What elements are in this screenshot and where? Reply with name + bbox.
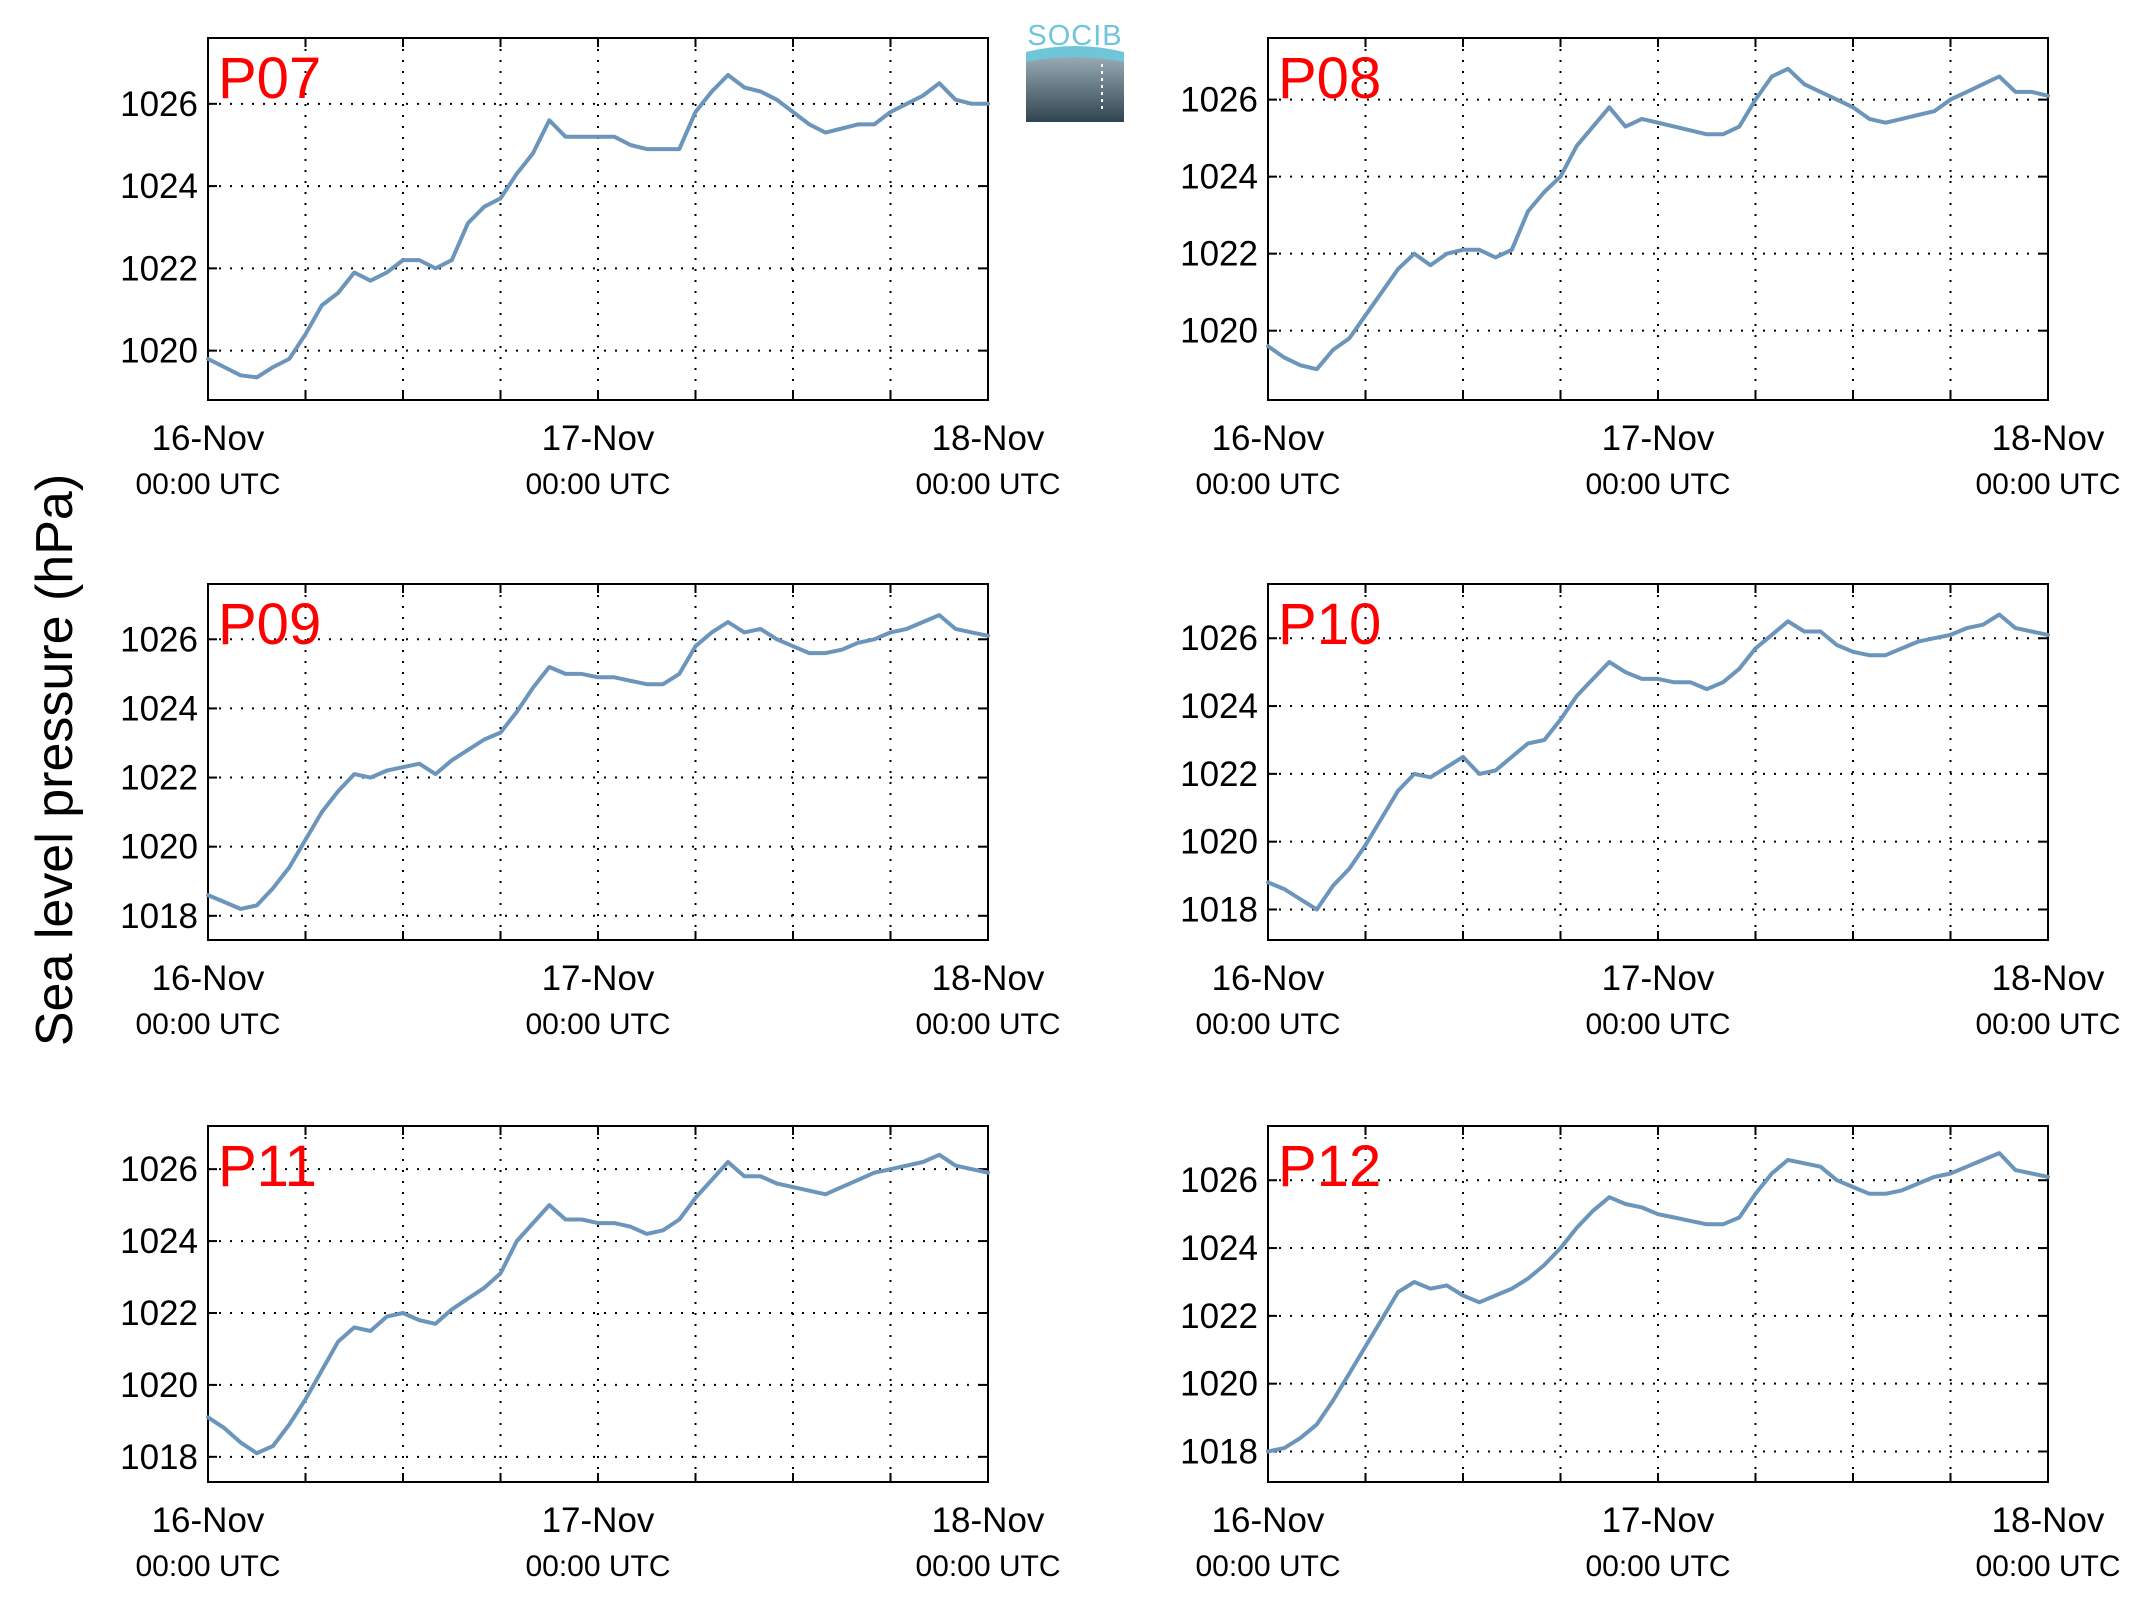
y-tick-label: 1020 (120, 1366, 198, 1405)
socib-logo: SOCIB (1026, 20, 1124, 122)
y-tick-label: 1024 (120, 689, 198, 728)
y-tick-label: 1018 (120, 897, 198, 936)
y-tick-label: 1022 (1180, 235, 1258, 274)
y-tick-label: 1026 (1180, 1161, 1258, 1200)
x-tick-sublabel: 00:00 UTC (135, 1008, 280, 1041)
x-tick-label: 18-Nov (1992, 419, 2105, 458)
x-tick-label: 18-Nov (1992, 959, 2105, 998)
panel-p12: 1018 1020 1022 1024 1026 16-Nov 00:00 UTC 17-No… (1180, 1125, 2121, 1583)
y-tick-label: 1020 (120, 828, 198, 867)
y-tick-label: 1018 (1180, 890, 1258, 929)
y-tick-label: 1024 (1180, 687, 1258, 726)
panel-title: P12 (1278, 1134, 1381, 1199)
x-tick-label: 16-Nov (152, 419, 265, 458)
x-tick-sublabel: 00:00 UTC (135, 1550, 280, 1583)
y-tick-label: 1026 (1180, 81, 1258, 120)
x-tick-label: 16-Nov (1212, 1501, 1325, 1540)
y-tick-label: 1026 (120, 1150, 198, 1189)
x-tick-sublabel: 00:00 UTC (525, 1008, 670, 1041)
x-tick-label: 18-Nov (932, 419, 1045, 458)
series-line (1266, 612, 2050, 912)
x-tick-label: 17-Nov (1602, 1501, 1715, 1540)
y-tick-label: 1020 (1180, 312, 1258, 351)
x-tick-sublabel: 00:00 UTC (1195, 1550, 1340, 1583)
x-tick-label: 18-Nov (932, 959, 1045, 998)
axes-frame (1267, 37, 2049, 401)
y-tick-label: 1024 (1180, 1229, 1258, 1268)
y-tick-label: 1022 (120, 249, 198, 288)
y-tick-label: 1020 (1180, 1365, 1258, 1404)
x-tick-sublabel: 00:00 UTC (1975, 1550, 2120, 1583)
logo-text: SOCIB (1027, 20, 1122, 52)
y-tick-label: 1018 (120, 1438, 198, 1477)
y-axis-label: Sea level pressure (hPa) (26, 474, 84, 1046)
panel-title: P07 (218, 46, 321, 111)
y-tick-label: 1022 (120, 759, 198, 798)
y-tick-label: 1026 (120, 620, 198, 659)
x-tick-label: 18-Nov (1992, 1501, 2105, 1540)
x-tick-label: 17-Nov (1602, 419, 1715, 458)
panel-title: P09 (218, 592, 321, 657)
x-tick-label: 17-Nov (1602, 959, 1715, 998)
x-tick-sublabel: 00:00 UTC (525, 468, 670, 501)
x-tick-sublabel: 00:00 UTC (1585, 1008, 1730, 1041)
x-tick-label: 18-Nov (932, 1501, 1045, 1540)
x-tick-sublabel: 00:00 UTC (1585, 1550, 1730, 1583)
x-tick-sublabel: 00:00 UTC (1195, 468, 1340, 501)
y-tick-label: 1024 (1180, 158, 1258, 197)
panel-p08: 1020 1022 1024 1026 16-Nov 00:00 UTC 17-Nov 00:… (1180, 37, 2121, 501)
x-tick-label: 16-Nov (152, 959, 265, 998)
x-tick-label: 17-Nov (542, 1501, 655, 1540)
x-tick-sublabel: 00:00 UTC (915, 1550, 1060, 1583)
panel-title: P11 (218, 1134, 317, 1199)
x-tick-sublabel: 00:00 UTC (915, 1008, 1060, 1041)
x-tick-label: 16-Nov (1212, 959, 1325, 998)
x-tick-sublabel: 00:00 UTC (915, 468, 1060, 501)
panel-p10: 1018 1020 1022 1024 1026 16-Nov 00:00 UTC 17-No… (1180, 583, 2121, 1041)
x-tick-sublabel: 00:00 UTC (525, 1550, 670, 1583)
x-tick-sublabel: 00:00 UTC (135, 468, 280, 501)
y-tick-label: 1022 (120, 1294, 198, 1333)
series-line (1266, 1151, 2050, 1454)
y-tick-label: 1024 (120, 1222, 198, 1261)
x-tick-sublabel: 00:00 UTC (1975, 1008, 2120, 1041)
x-tick-sublabel: 00:00 UTC (1585, 468, 1730, 501)
y-tick-label: 1020 (1180, 823, 1258, 862)
y-tick-label: 1022 (1180, 755, 1258, 794)
x-tick-label: 17-Nov (542, 419, 655, 458)
panel-p07: 1020 1022 1024 1026 16-Nov 00:00 UTC 17-Nov 00:… (120, 37, 1061, 501)
x-tick-label: 16-Nov (1212, 419, 1325, 458)
y-tick-label: 1018 (1180, 1432, 1258, 1471)
x-tick-sublabel: 00:00 UTC (1195, 1008, 1340, 1041)
y-tick-label: 1020 (120, 332, 198, 371)
series-line (206, 613, 990, 911)
series-line (1266, 66, 2050, 372)
x-tick-label: 17-Nov (542, 959, 655, 998)
x-tick-label: 16-Nov (152, 1501, 265, 1540)
y-tick-label: 1026 (120, 85, 198, 124)
x-tick-sublabel: 00:00 UTC (1975, 468, 2120, 501)
panel-title: P08 (1278, 46, 1381, 111)
y-tick-label: 1026 (1180, 619, 1258, 658)
y-tick-label: 1024 (120, 167, 198, 206)
panel-title: P10 (1278, 592, 1381, 657)
series-line (206, 73, 990, 380)
series-line (206, 1152, 990, 1456)
axes-frame (207, 37, 989, 401)
y-tick-label: 1022 (1180, 1297, 1258, 1336)
panel-p09: 1018 1020 1022 1024 1026 16-Nov 00:00 UTC 17-No… (120, 583, 1061, 1041)
panel-p11: 1018 1020 1022 1024 1026 16-Nov 00:00 UTC 17-No… (120, 1125, 1061, 1583)
